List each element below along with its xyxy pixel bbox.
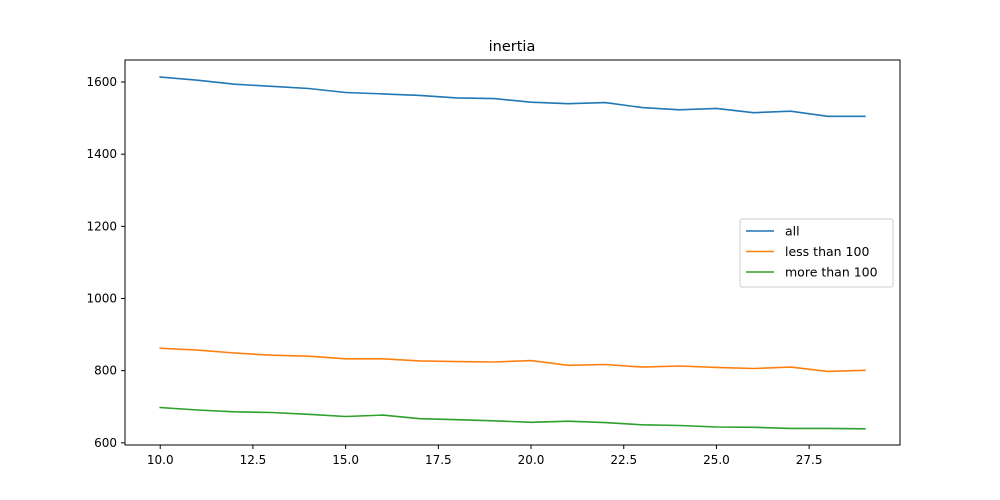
x-tick-label: 10.0 bbox=[147, 453, 174, 467]
y-tick-label: 1600 bbox=[86, 75, 117, 89]
y-tick-label: 800 bbox=[94, 364, 117, 378]
series-layer bbox=[159, 76, 866, 430]
x-tick-label: 17.5 bbox=[425, 453, 452, 467]
series-line-0 bbox=[159, 76, 866, 118]
x-tick-label: 15.0 bbox=[332, 453, 359, 467]
legend: all less than 100 more than 100 bbox=[739, 218, 894, 288]
y-tick-label: 600 bbox=[94, 436, 117, 450]
x-tick-label: 22.5 bbox=[610, 453, 637, 467]
x-tick-label: 12.5 bbox=[240, 453, 267, 467]
series-line-1 bbox=[159, 347, 866, 373]
legend-label: less than 100 bbox=[785, 244, 869, 259]
axes-frame bbox=[124, 59, 901, 446]
legend-label: more than 100 bbox=[785, 265, 878, 280]
y-axis: 600 800 1000 1200 1400 1600 bbox=[86, 75, 125, 450]
y-tick-label: 1000 bbox=[86, 292, 117, 306]
y-tick-label: 1200 bbox=[86, 219, 117, 233]
chart-title: inertia bbox=[489, 39, 536, 55]
y-tick-label: 1400 bbox=[86, 147, 117, 161]
x-tick-label: 27.5 bbox=[796, 453, 823, 467]
legend-box bbox=[739, 218, 894, 288]
x-tick-label: 20.0 bbox=[518, 453, 545, 467]
x-axis: 10.0 12.5 15.0 17.5 20.0 22.5 25.0 27.5 bbox=[147, 445, 823, 467]
series-line-2 bbox=[159, 406, 866, 430]
x-tick-label: 25.0 bbox=[703, 453, 730, 467]
legend-label: all bbox=[785, 224, 800, 239]
